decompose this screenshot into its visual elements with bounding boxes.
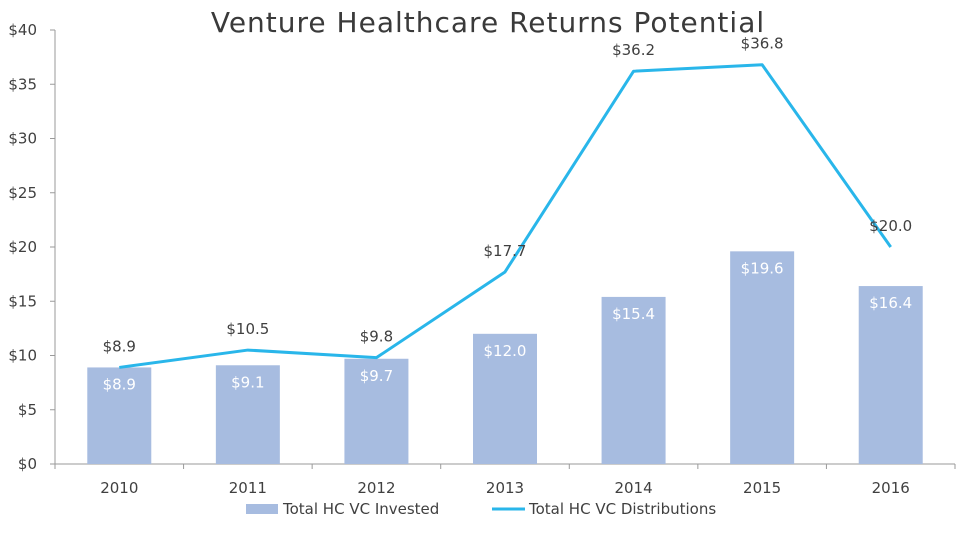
bar: [215, 365, 280, 464]
y-tick-label: $25: [8, 184, 37, 202]
line-data-label: $36.2: [612, 41, 655, 59]
y-tick-label: $10: [8, 347, 37, 365]
line-data-label: $9.8: [360, 328, 393, 346]
bar-data-label: $19.6: [741, 259, 784, 277]
bar-data-label: $12.0: [484, 342, 527, 360]
y-tick-label: $40: [8, 21, 37, 39]
line-data-label: $36.8: [741, 35, 784, 53]
y-tick-label: $15: [8, 292, 37, 310]
y-tick-label: $20: [8, 238, 37, 256]
bar-data-label: $16.4: [869, 294, 912, 312]
y-tick-label: $0: [18, 455, 37, 473]
legend: Total HC VC Invested Total HC VC Distribu…: [246, 500, 716, 518]
line-data-label: $8.9: [103, 337, 136, 355]
bar-series: $8.9 $9.1 $9.7 $12.0 $15.4 $19.6 $16.4: [87, 251, 923, 464]
x-tick-label: 2012: [357, 479, 395, 497]
x-tick-label: 2010: [100, 479, 138, 497]
bar: [858, 286, 923, 464]
bar-data-label: $9.7: [360, 367, 393, 385]
bar-data-label: $9.1: [231, 373, 264, 391]
y-tick-label: $5: [18, 401, 37, 419]
bar-data-label: $15.4: [612, 305, 655, 323]
line-data-label: $10.5: [226, 320, 269, 338]
bar: [87, 367, 152, 464]
legend-label-distributions: Total HC VC Distributions: [528, 500, 716, 518]
bar: [344, 358, 409, 464]
legend-swatch-invested: [246, 504, 278, 514]
x-tick-label: 2013: [486, 479, 524, 497]
line-data-label: $20.0: [869, 217, 912, 235]
x-tick-label: 2014: [614, 479, 652, 497]
chart-title: Venture Healthcare Returns Potential: [211, 6, 765, 39]
x-tick-label: 2016: [872, 479, 910, 497]
bar: [730, 251, 795, 464]
bar-data-label: $8.9: [103, 375, 136, 393]
x-tick-label: 2011: [229, 479, 267, 497]
y-tick-label: $35: [8, 75, 37, 93]
bar: [601, 296, 666, 464]
axes: $0 $5 $10 $15 $20 $25 $30 $35 $40 2010 2011 2012 201…: [8, 21, 956, 497]
legend-label-invested: Total HC VC Invested: [282, 500, 439, 518]
x-tick-label: 2015: [743, 479, 781, 497]
line-series: $8.9 $10.5 $9.8 $17.7 $36.2 $36.8 $20.0: [103, 35, 912, 369]
line-data-label: $17.7: [484, 242, 527, 260]
y-tick-label: $30: [8, 130, 37, 148]
bar: [473, 333, 537, 464]
